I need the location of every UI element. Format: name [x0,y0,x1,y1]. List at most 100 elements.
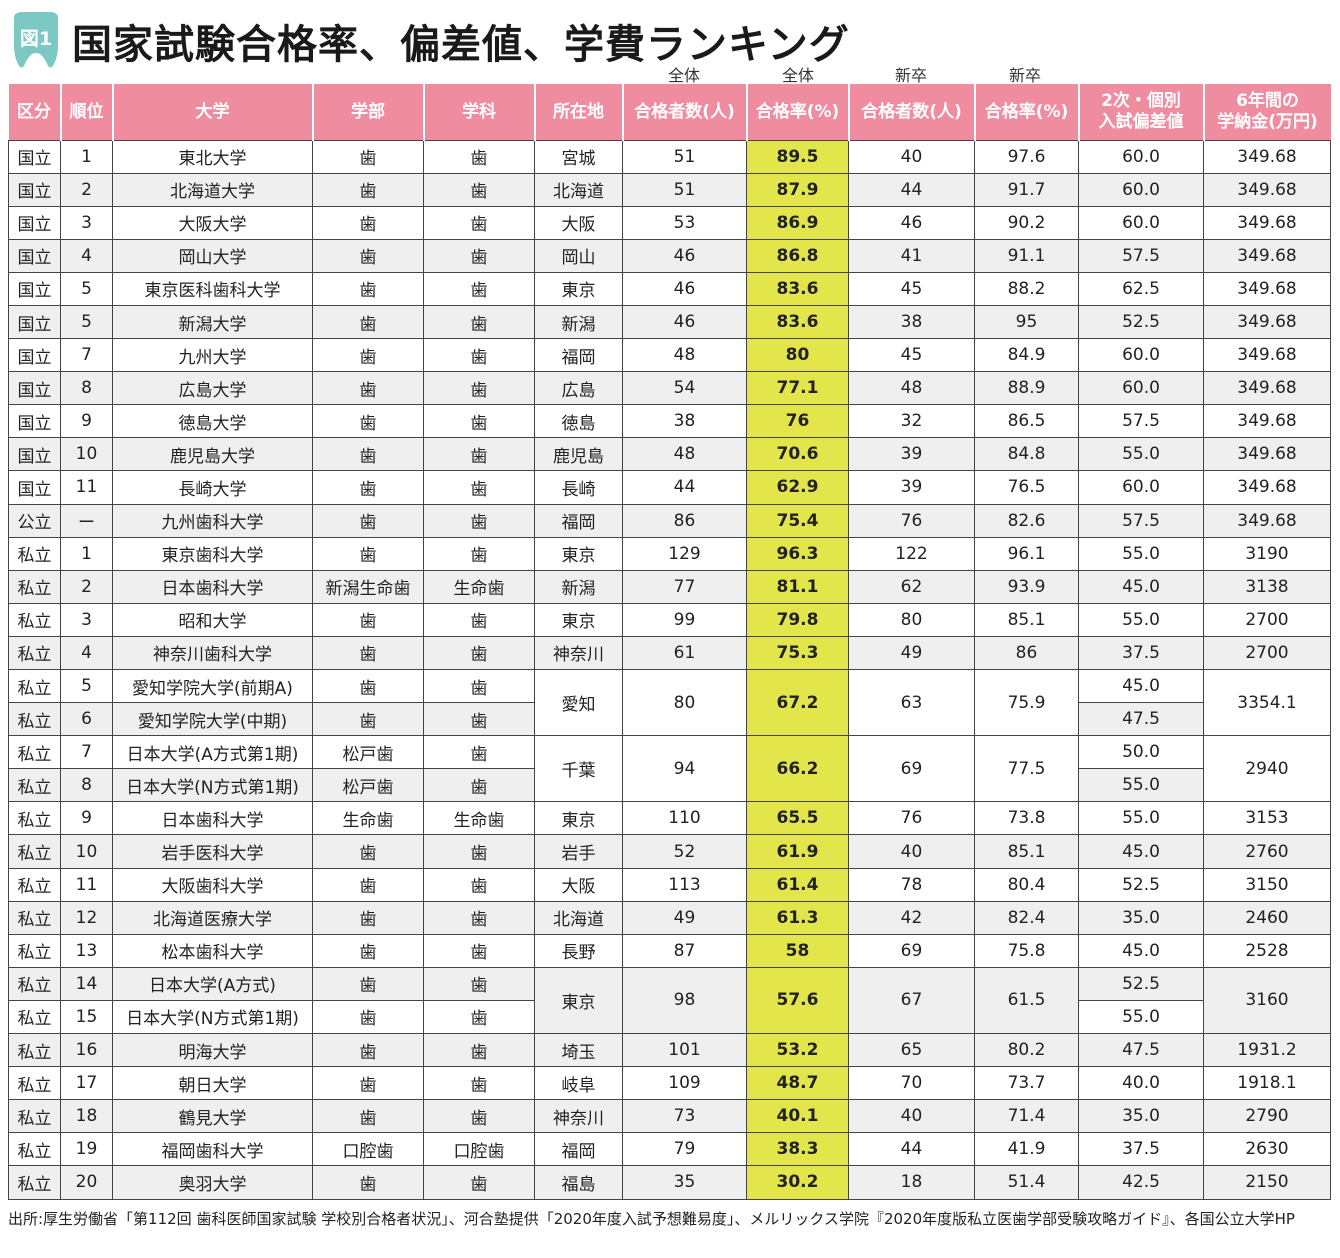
cell-department: 歯 [423,536,535,571]
cell-passers-all: 44 [622,470,747,505]
cell-kubun: 私立 [8,735,61,770]
cell-passers-new: 32 [848,404,975,439]
cell-tuition: 2630 [1203,1132,1331,1167]
cell-department: 歯 [423,437,535,472]
col-department-header: 学科 [422,84,535,140]
cell-location: 徳島 [534,404,623,439]
cell-university: 東北大学 [112,139,313,174]
cell-university: 長崎大学 [112,470,313,505]
subheader-all-1: 全体 [667,66,700,85]
cell-rank: 5 [60,668,113,704]
cell-deviation: 42.5 [1078,1165,1204,1200]
cell-deviation: 60.0 [1078,371,1204,406]
cell-location: 神奈川 [534,1099,623,1134]
cell-location: 北海道 [534,900,623,935]
cell-rate-new: 88.9 [974,371,1079,406]
cell-faculty: 歯 [312,205,424,240]
cell-tuition: 3150 [1203,867,1331,902]
cell-rate-all: 67.2 [746,668,849,737]
cell-kubun: 私立 [8,635,61,671]
cell-deviation: 55.0 [1078,437,1204,472]
cell-faculty: 松戸歯 [312,768,424,803]
cell-faculty: 歯 [312,536,424,571]
cell-faculty: 歯 [312,867,424,902]
cell-faculty: 歯 [312,470,424,505]
cell-location: 岡山 [534,238,623,273]
cell-location: 福岡 [534,503,623,538]
cell-passers-new: 44 [848,172,975,207]
table-row: 私立 4 神奈川歯科大学歯歯神奈川 61 75.3 49 86 37.5 2700 [8,635,1331,671]
cell-university: 鹿児島大学 [112,437,313,472]
cell-passers-all: 94 [622,735,747,803]
cell-location: 東京 [534,801,623,836]
cell-passers-all: 99 [622,602,747,637]
col-rate-all-header: 合格率(%) [745,84,849,140]
cell-deviation: 45.0 [1078,569,1204,604]
cell-rank: 15 [60,999,113,1035]
cell-tuition: 3153 [1203,801,1331,836]
cell-passers-all: 77 [622,569,747,604]
table-row: 私立 17 朝日大学歯歯岐阜 109 48.7 70 73.7 40.0 1918.1 [8,1066,1331,1101]
cell-tuition: 1918.1 [1203,1066,1331,1101]
cell-passers-new: 44 [848,1132,975,1167]
cell-rank: 19 [60,1132,113,1167]
table-row: 私立 16 明海大学歯歯埼玉 101 53.2 65 80.2 47.5 1931.2 [8,1033,1331,1068]
cell-passers-all: 54 [622,371,747,406]
cell-university: 日本歯科大学 [112,569,313,604]
cell-passers-all: 80 [622,668,747,737]
cell-rank: 13 [60,933,113,968]
cell-rate-all: 57.6 [746,966,849,1035]
cell-rank: 4 [60,635,113,671]
cell-rank: 3 [60,205,113,240]
cell-deviation: 47.5 [1078,702,1204,737]
figure-header: 図1 国家試験合格率、偏差値、学費ランキング [8,6,1328,68]
cell-passers-all: 129 [622,536,747,571]
cell-rate-all: 65.5 [746,801,849,836]
col-kubun-header: 区分 [8,84,61,140]
cell-rate-new: 90.2 [974,205,1079,240]
cell-passers-all: 61 [622,635,747,671]
cell-kubun: 私立 [8,602,61,637]
cell-rank: 10 [60,834,113,869]
cell-tuition: 3160 [1203,966,1331,1035]
cell-rate-all: 83.6 [746,271,849,306]
cell-rate-all: 53.2 [746,1033,849,1068]
cell-passers-new: 76 [848,801,975,836]
cell-passers-new: 45 [848,338,975,373]
cell-location: 埼玉 [534,1033,623,1068]
cell-deviation: 60.0 [1078,338,1204,373]
cell-kubun: 私立 [8,1132,61,1167]
cell-university: 松本歯科大学 [112,933,313,968]
cell-faculty: 松戸歯 [312,735,424,770]
cell-rank: 11 [60,867,113,902]
table-row: 国立 1 東北大学歯歯宮城 51 89.5 40 97.6 60.0 349.68 [8,139,1331,174]
cell-location: 宮城 [534,139,623,174]
cell-location: 大阪 [534,205,623,240]
cell-rate-new: 84.8 [974,437,1079,472]
cell-university: 北海道医療大学 [112,900,313,935]
cell-passers-all: 48 [622,338,747,373]
cell-location: 東京 [534,966,623,1035]
cell-rank: 9 [60,404,113,439]
cell-passers-new: 40 [848,1099,975,1134]
table-row: 国立 10 鹿児島大学歯歯鹿児島 48 70.6 39 84.8 55.0 349.68 [8,437,1331,472]
table-row: 私立 6 愛知学院大学(中期) 歯歯 47.5 [8,702,1331,737]
cell-tuition: 349.68 [1203,238,1331,273]
cell-tuition: 349.68 [1203,470,1331,505]
cell-location: 長野 [534,933,623,968]
cell-rate-all: 81.1 [746,569,849,604]
table-row: 国立 3 大阪大学歯歯大阪 53 86.9 46 90.2 60.0 349.68 [8,205,1331,240]
cell-passers-new: 69 [848,933,975,968]
cell-faculty: 歯 [312,635,424,671]
cell-kubun: 国立 [8,404,61,439]
cell-passers-new: 40 [848,834,975,869]
cell-department: 歯 [423,470,535,505]
cell-rank: 1 [60,139,113,174]
cell-university: 東京医科歯科大学 [112,271,313,306]
cell-rate-new: 84.9 [974,338,1079,373]
cell-tuition: 349.68 [1203,338,1331,373]
table-row: 私立 12 北海道医療大学歯歯北海道 49 61.3 42 82.4 35.0 2460 [8,900,1331,935]
cell-passers-all: 101 [622,1033,747,1068]
cell-rate-new: 93.9 [974,569,1079,604]
cell-rate-new: 96.1 [974,536,1079,571]
